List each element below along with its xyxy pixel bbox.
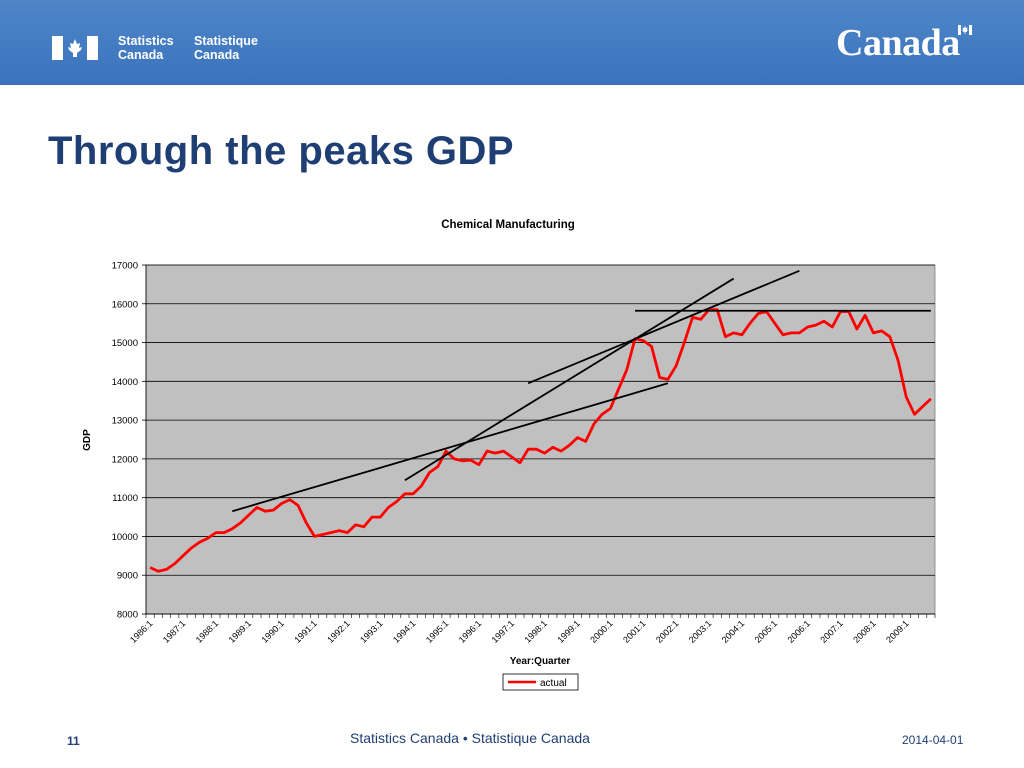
x-tick-label: 2005:1 [753,618,780,645]
x-tick-label: 2004:1 [720,618,747,645]
x-tick-label: 2001:1 [621,618,648,645]
agency-en-line2: Canada [118,48,164,62]
x-tick-label: 1987:1 [161,618,188,645]
legend: actual [502,673,579,691]
x-tick-label: 2006:1 [785,618,812,645]
x-tick-label: 1994:1 [391,618,418,645]
x-tick-label: 1991:1 [292,618,319,645]
x-axis-label: Year:Quarter [510,656,571,667]
x-tick-label: 1988:1 [194,618,221,645]
y-tick-label: 10000 [112,532,138,543]
footer-agency-text: Statistics Canada • Statistique Canada [350,730,590,746]
y-tick-label: 12000 [112,454,138,465]
trend-line-1 [232,382,669,513]
x-tick-label: 1997:1 [490,618,517,645]
y-tick-label: 13000 [112,416,138,427]
page-number: 11 [67,734,80,748]
x-tick-label: 2007:1 [818,618,845,645]
y-tick-label: 16000 [112,299,138,310]
footer-date: 2014-04-01 [902,733,964,747]
y-tick-label: 9000 [117,571,138,582]
x-tick-label: 1995:1 [424,618,451,645]
x-tick-label: 2008:1 [851,618,878,645]
x-tick-label: 1989:1 [227,618,254,645]
series-line-actual [149,308,932,573]
agency-name-en: Statistics Canada [118,34,174,62]
plot-area: 8000 9000 10000 11000 12000 13000 14000 15000 16… [112,261,936,645]
wordmark-flag-icon [958,25,972,35]
x-tick-label: 2009:1 [884,618,911,645]
x-tick-label: 2002:1 [654,618,681,645]
trend-line-3 [527,269,800,385]
y-tick-label: 11000 [112,493,138,504]
trend-line-2 [404,277,735,481]
x-tick-label: 1996:1 [457,618,484,645]
agency-name-fr: Statistique Canada [194,34,258,62]
x-tick-label: 1998:1 [522,618,549,645]
canada-wordmark: Canada [836,22,960,64]
x-tick-label: 1993:1 [358,618,385,645]
x-tick-label: 1986:1 [128,618,155,645]
legend-box [502,673,579,691]
agency-fr-line1: Statistique [194,34,258,48]
header-bar: Statistics Canada Statistique Canada Can… [0,0,1024,85]
y-tick-label: 14000 [112,377,138,388]
canada-flag-icon [52,36,98,60]
y-axis-label: GDP [82,429,93,451]
agency-fr-line2: Canada [194,48,240,62]
chart-title: Chemical Manufacturing [441,219,575,231]
y-tick-label: 8000 [117,610,138,621]
x-tick-label: 2003:1 [687,618,714,645]
x-tick-label: 1999:1 [555,618,582,645]
x-tick-label: 1990:1 [259,618,286,645]
legend-label-actual: actual [540,678,567,689]
y-tick-label: 15000 [112,338,138,349]
plot-background [145,264,936,615]
x-tick-label: 2000:1 [588,618,615,645]
agency-en-line1: Statistics [118,34,174,48]
slide-title: Through the peaks GDP [48,129,515,173]
y-tick-label: 17000 [112,261,138,272]
x-tick-label: 1992:1 [325,618,352,645]
